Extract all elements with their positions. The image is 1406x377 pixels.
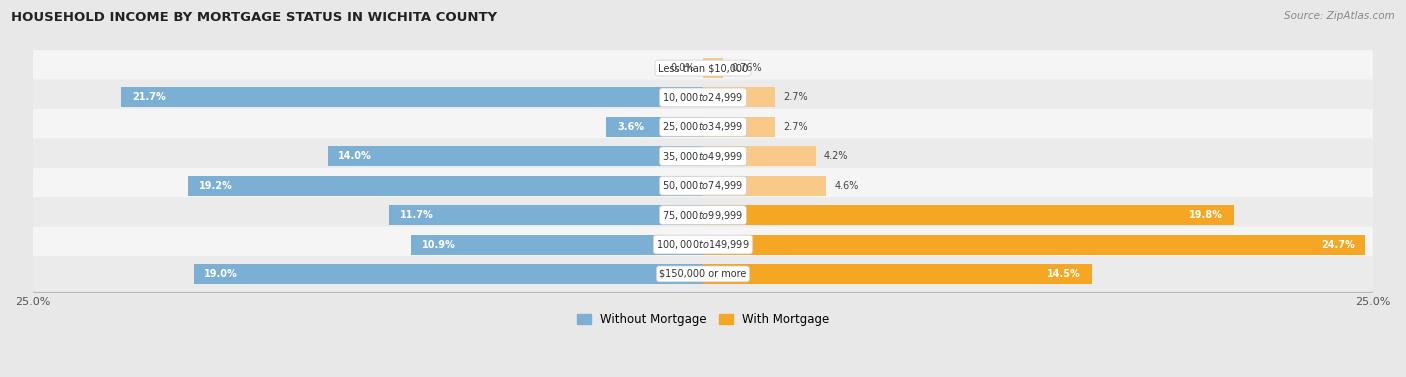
Text: 21.7%: 21.7% bbox=[132, 92, 166, 103]
FancyBboxPatch shape bbox=[31, 50, 1375, 86]
Text: HOUSEHOLD INCOME BY MORTGAGE STATUS IN WICHITA COUNTY: HOUSEHOLD INCOME BY MORTGAGE STATUS IN W… bbox=[11, 11, 498, 24]
Text: $75,000 to $99,999: $75,000 to $99,999 bbox=[662, 208, 744, 222]
Text: 4.2%: 4.2% bbox=[824, 151, 848, 161]
Bar bbox=[703, 146, 815, 166]
Bar bbox=[703, 176, 827, 196]
FancyBboxPatch shape bbox=[31, 138, 1375, 174]
Text: Source: ZipAtlas.com: Source: ZipAtlas.com bbox=[1284, 11, 1395, 21]
Text: 3.6%: 3.6% bbox=[617, 122, 644, 132]
Text: 4.6%: 4.6% bbox=[834, 181, 859, 191]
Text: 24.7%: 24.7% bbox=[1320, 239, 1354, 250]
Text: 0.0%: 0.0% bbox=[671, 63, 695, 73]
FancyBboxPatch shape bbox=[31, 139, 1375, 175]
Legend: Without Mortgage, With Mortgage: Without Mortgage, With Mortgage bbox=[572, 309, 834, 331]
FancyBboxPatch shape bbox=[31, 228, 1375, 264]
FancyBboxPatch shape bbox=[31, 169, 1375, 205]
FancyBboxPatch shape bbox=[31, 81, 1375, 116]
Text: $150,000 or more: $150,000 or more bbox=[659, 269, 747, 279]
Bar bbox=[188, 176, 703, 196]
FancyBboxPatch shape bbox=[31, 197, 1375, 233]
Text: 14.0%: 14.0% bbox=[339, 151, 373, 161]
Bar bbox=[194, 264, 703, 284]
Text: $25,000 to $34,999: $25,000 to $34,999 bbox=[662, 120, 744, 133]
Text: $10,000 to $24,999: $10,000 to $24,999 bbox=[662, 91, 744, 104]
Text: 10.9%: 10.9% bbox=[422, 239, 456, 250]
FancyBboxPatch shape bbox=[31, 198, 1375, 234]
Text: 2.7%: 2.7% bbox=[783, 92, 808, 103]
FancyBboxPatch shape bbox=[31, 256, 1375, 292]
Bar bbox=[703, 205, 1234, 225]
Text: $35,000 to $49,999: $35,000 to $49,999 bbox=[662, 150, 744, 163]
Text: 11.7%: 11.7% bbox=[401, 210, 434, 220]
Text: $50,000 to $74,999: $50,000 to $74,999 bbox=[662, 179, 744, 192]
FancyBboxPatch shape bbox=[31, 80, 1375, 115]
Bar bbox=[703, 234, 1365, 254]
Text: 0.76%: 0.76% bbox=[731, 63, 762, 73]
FancyBboxPatch shape bbox=[31, 110, 1375, 146]
Bar bbox=[389, 205, 703, 225]
Bar bbox=[121, 87, 703, 107]
Bar bbox=[703, 87, 775, 107]
FancyBboxPatch shape bbox=[31, 168, 1375, 204]
Text: 19.8%: 19.8% bbox=[1189, 210, 1223, 220]
Bar bbox=[703, 117, 775, 137]
Bar bbox=[606, 117, 703, 137]
Bar bbox=[703, 58, 723, 78]
Text: $100,000 to $149,999: $100,000 to $149,999 bbox=[657, 238, 749, 251]
Text: 14.5%: 14.5% bbox=[1047, 269, 1081, 279]
FancyBboxPatch shape bbox=[31, 257, 1375, 293]
Bar bbox=[411, 234, 703, 254]
Text: 2.7%: 2.7% bbox=[783, 122, 808, 132]
Bar bbox=[328, 146, 703, 166]
Text: 19.2%: 19.2% bbox=[198, 181, 232, 191]
FancyBboxPatch shape bbox=[31, 227, 1375, 262]
Text: Less than $10,000: Less than $10,000 bbox=[658, 63, 748, 73]
Text: 19.0%: 19.0% bbox=[204, 269, 238, 279]
FancyBboxPatch shape bbox=[31, 109, 1375, 145]
Bar bbox=[703, 264, 1092, 284]
FancyBboxPatch shape bbox=[31, 51, 1375, 87]
